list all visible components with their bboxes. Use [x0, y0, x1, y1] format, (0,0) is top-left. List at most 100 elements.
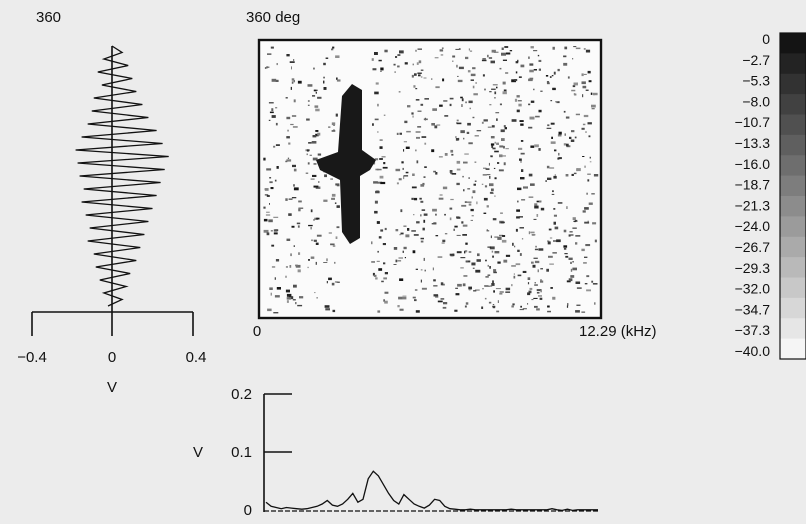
spectrogram-cell: [276, 166, 279, 169]
spectrogram-cell: [275, 79, 279, 82]
spectrogram-cell: [396, 182, 399, 185]
spectrogram-cell: [481, 59, 487, 62]
spectrogram-cell: [520, 152, 525, 155]
spectrogram-cell: [566, 280, 571, 283]
spectrogram-cell: [521, 238, 524, 240]
spectrogram-cell: [468, 100, 473, 104]
spectrogram-cell: [263, 157, 266, 161]
spectrogram-cell: [458, 137, 460, 141]
spectrogram-cell: [312, 157, 318, 161]
spectrogram-cell: [434, 57, 439, 59]
spectrogram-cell: [482, 288, 484, 290]
spectrogram-cell: [537, 269, 539, 273]
spectrogram-cell: [549, 237, 553, 239]
colorbar-swatch: [780, 196, 806, 217]
spectrogram-cell: [476, 201, 478, 205]
spectrogram-cell: [519, 253, 522, 256]
spectrogram-cell: [449, 97, 454, 100]
spectrogram-cell: [421, 209, 426, 211]
spectrogram-cell: [487, 246, 492, 248]
spectrogram-cell: [455, 136, 457, 139]
spectrogram-cell: [379, 158, 383, 160]
spectrogram-cell: [511, 305, 514, 308]
spectrogram-cell: [275, 259, 280, 262]
spectrogram-cell: [307, 100, 310, 102]
spectrogram-cell: [269, 287, 273, 290]
spectrogram-cell: [500, 221, 505, 224]
spectrogram-cell: [323, 80, 325, 84]
spectrogram-cell: [456, 251, 462, 254]
spectrogram-cell: [565, 174, 569, 177]
spectrogram-cell: [586, 275, 590, 278]
spectrogram-cell: [477, 253, 480, 257]
spectrogram-cell: [552, 296, 556, 300]
spectrogram-cell: [556, 101, 560, 104]
spectrogram-cell: [572, 58, 574, 60]
spectrogram-cell: [395, 168, 401, 172]
spectrogram-cell: [415, 49, 417, 52]
spectrogram-cell: [313, 163, 317, 165]
spectrogram-cell: [490, 136, 495, 139]
spectrogram-cell: [489, 176, 491, 179]
spectrogram-cell: [592, 92, 598, 96]
spectrogram-cell: [493, 167, 496, 169]
spectrogram-cell: [377, 168, 382, 171]
spectrogram-cell: [572, 261, 574, 263]
spectrogram-cell: [465, 242, 468, 245]
spectrogram-cell: [334, 202, 337, 204]
spectrogram-cell: [456, 168, 461, 171]
spectrogram-cell: [486, 205, 489, 208]
spectrogram-cell: [487, 264, 489, 267]
spectrogram-cell: [306, 153, 308, 156]
spectrogram-cell: [536, 292, 540, 294]
spectrogram-cell: [564, 46, 568, 50]
spectrogram-cell: [538, 59, 542, 62]
spectrogram-cell: [297, 304, 303, 307]
spectrogram-cell: [404, 257, 406, 259]
spectrogram-cell: [336, 205, 340, 208]
spectrogram-cell: [534, 248, 539, 251]
spectrogram-cell: [514, 245, 516, 248]
spectrogram-cell: [552, 252, 557, 254]
spectrogram-cell: [552, 190, 554, 193]
spectrogram-cell: [375, 277, 378, 280]
spectrogram-cell: [594, 302, 596, 305]
spectrogram-cell: [286, 136, 290, 139]
spectrogram-cell: [517, 200, 519, 203]
spectrogram-cell: [382, 243, 386, 246]
spectrogram-cell: [286, 116, 291, 120]
spectrogram-cell: [585, 244, 591, 247]
spectrogram-cell: [528, 173, 533, 177]
spectrogram-cell: [315, 108, 320, 112]
spectrogram-cell: [536, 289, 542, 292]
spectrogram-cell: [593, 174, 599, 177]
waveform-trace: [75, 45, 169, 307]
spectrogram-cell: [588, 80, 592, 83]
colorbar-frame: [779, 32, 806, 360]
spectrogram-cell: [440, 298, 445, 300]
spectrogram-cell: [515, 263, 521, 266]
spectrogram-cell: [289, 265, 292, 268]
spectrogram-cell: [530, 231, 535, 234]
spectrogram-cell: [397, 305, 400, 308]
spectrogram-cell: [563, 62, 568, 66]
spectrogram-cell: [554, 149, 557, 152]
spectrogram-cell: [435, 295, 439, 298]
spectrogram-cell: [440, 54, 444, 56]
spectrogram-cell: [549, 167, 555, 169]
spectrogram-cell: [398, 257, 403, 259]
spectrogram-cell: [520, 123, 524, 126]
spectrogram-cell: [488, 301, 492, 304]
spectrogram-cell: [377, 250, 379, 253]
spectrogram-cell: [502, 91, 507, 95]
spectrogram-cell: [505, 72, 509, 74]
spectrogram-cell: [264, 194, 269, 196]
spectrogram-cell: [567, 303, 569, 306]
spectrogram-cell: [373, 274, 377, 277]
spectrogram-cell: [285, 275, 287, 278]
spectrogram-cell: [267, 53, 272, 55]
spectrogram-cell: [460, 267, 464, 269]
spectrum-y-tick-2: 0: [244, 502, 252, 519]
spectrogram-cell: [547, 124, 550, 127]
spectrogram-cell: [414, 289, 418, 291]
